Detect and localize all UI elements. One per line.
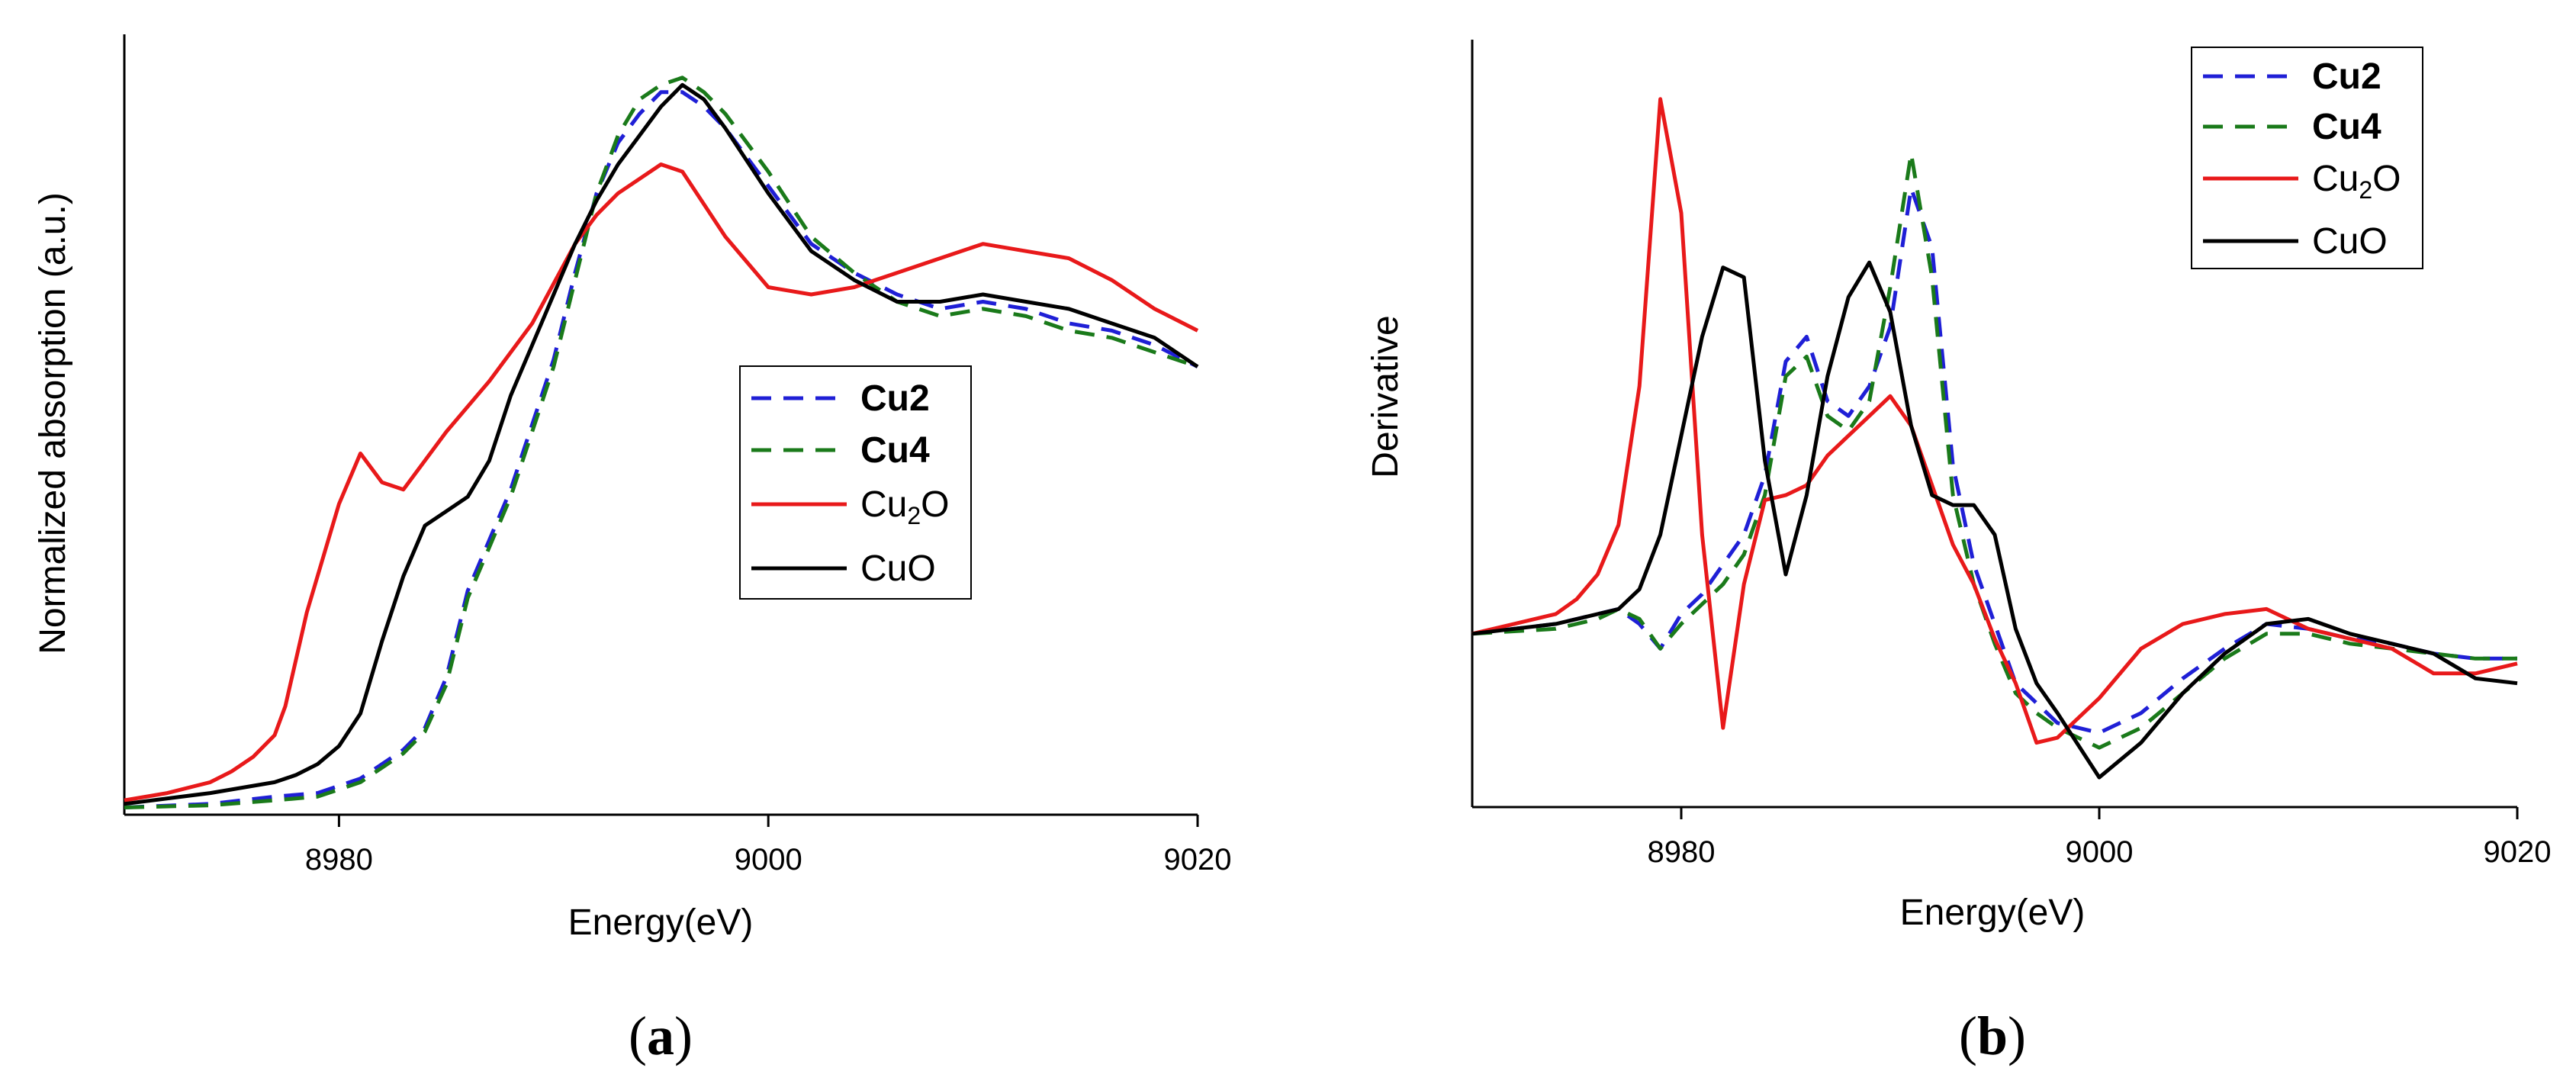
panel-b-x-ticks: [1680, 807, 2519, 819]
panel-a-x-ticks: [337, 815, 1199, 827]
panel-b-xtick-label-1: 9000: [2066, 835, 2134, 869]
panel-a-series-cu2-line: [124, 90, 1199, 809]
panel-a-legend-label-cu4: Cu4: [860, 430, 930, 471]
panel-b-legend-label-cu4: Cu4: [2312, 107, 2381, 147]
panel-a-legend-label-cu2: Cu2: [860, 378, 930, 419]
panel-a-legend-label-cuo: CuO: [860, 548, 936, 589]
panel-a-label: (a): [629, 1005, 693, 1066]
panel-b-legend-box: [2191, 47, 2423, 269]
panel-a: 8980 9000 9020 Energy(eV) Normalized abs…: [33, 34, 1231, 1066]
panel-a-x-axis-label: Energy(eV): [568, 902, 754, 943]
panel-b-legend-label-cu2: Cu2: [2312, 56, 2381, 97]
panel-a-xtick-label-1: 9000: [735, 843, 802, 877]
panel-a-y-axis-label: Normalized absorption (a.u.): [33, 192, 73, 655]
panel-a-series-cu2o-line: [124, 162, 1199, 803]
panel-a-legend: Cu2 Cu4 Cu2O CuO: [739, 365, 972, 600]
panel-a-legend-label-cu2o: Cu2O: [860, 484, 950, 529]
panel-b-x-axis-label: Energy(eV): [1900, 893, 2086, 933]
panel-b-series: [1471, 97, 2518, 780]
panel-b-xtick-label-0: 8980: [1648, 835, 1716, 869]
panel-b-xtick-label-2: 9020: [2484, 835, 2552, 869]
panel-b-label: (b): [1959, 1005, 2026, 1066]
panel-a-legend-box: [739, 365, 972, 600]
panel-a-series-cu4-line: [124, 76, 1198, 809]
panel-b-series-cu2o-line: [1471, 97, 2518, 745]
panel-a-xtick-label-2: 9020: [1164, 843, 1232, 877]
panel-a-series: [124, 76, 1199, 809]
panel-a-series-cuo-line: [124, 82, 1199, 806]
panel-b-y-axis-label: Derivative: [1365, 315, 1406, 478]
panel-a-xtick-label-0: 8980: [305, 843, 373, 877]
panel-b-legend-label-cu2o: Cu2O: [2312, 159, 2401, 204]
panel-b-legend: Cu2 Cu4 Cu2O CuO: [2191, 47, 2423, 269]
panel-b-series-cu4-line: [1471, 151, 2517, 750]
panel-b-series-cuo-line: [1471, 260, 2518, 780]
panel-b-legend-label-cuo: CuO: [2312, 221, 2388, 262]
panel-b: 8980 9000 9020 Energy(eV) Derivative Cu2…: [1365, 40, 2551, 1066]
